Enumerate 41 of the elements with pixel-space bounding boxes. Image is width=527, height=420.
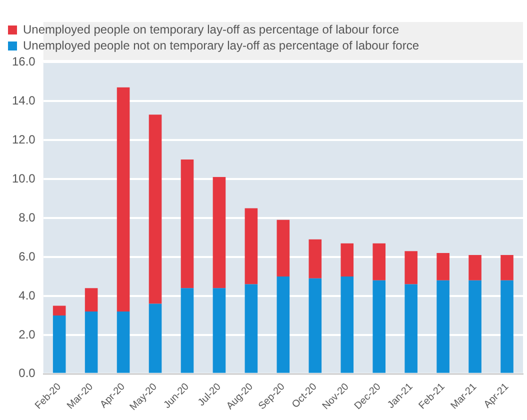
bar (436, 280, 450, 373)
bar (180, 159, 194, 288)
bar (244, 284, 258, 373)
y-tick-label: 8.0 (18, 210, 36, 224)
bar (468, 280, 482, 373)
bar (404, 251, 418, 284)
bar (116, 312, 130, 373)
bar (212, 288, 226, 373)
bar (212, 177, 226, 288)
y-tick-label: 6.0 (18, 249, 36, 264)
bar (148, 304, 162, 373)
bar (500, 255, 514, 280)
bar (372, 243, 386, 280)
bar (340, 276, 354, 373)
bar (372, 280, 386, 373)
y-tick-label: 12.0 (12, 132, 36, 146)
bar (340, 243, 354, 276)
y-tick-label: 0.0 (18, 366, 36, 380)
legend-label: Unemployed people not on temporary lay-off as percentage of labour force (23, 38, 420, 52)
bar (276, 276, 290, 373)
bar (52, 306, 66, 316)
bar (308, 239, 322, 278)
y-tick-label: 16.0 (12, 54, 36, 68)
bar (404, 284, 418, 373)
bar (468, 255, 482, 280)
bar (244, 208, 258, 284)
bar (52, 315, 66, 373)
bar (84, 288, 98, 312)
y-tick-label: 10.0 (12, 171, 36, 186)
bar (276, 220, 290, 276)
y-tick-label: 14.0 (12, 93, 36, 108)
bar (180, 288, 194, 373)
bar (308, 278, 322, 373)
y-tick-label: 2.0 (18, 327, 36, 342)
y-tick-label: 4.0 (18, 288, 36, 302)
bar (148, 114, 162, 304)
bar (116, 87, 130, 312)
legend-label: Unemployed people on temporary lay-off as percentage of labour force (23, 22, 400, 36)
bar (500, 280, 514, 373)
bar (84, 312, 98, 373)
bar (436, 253, 450, 280)
